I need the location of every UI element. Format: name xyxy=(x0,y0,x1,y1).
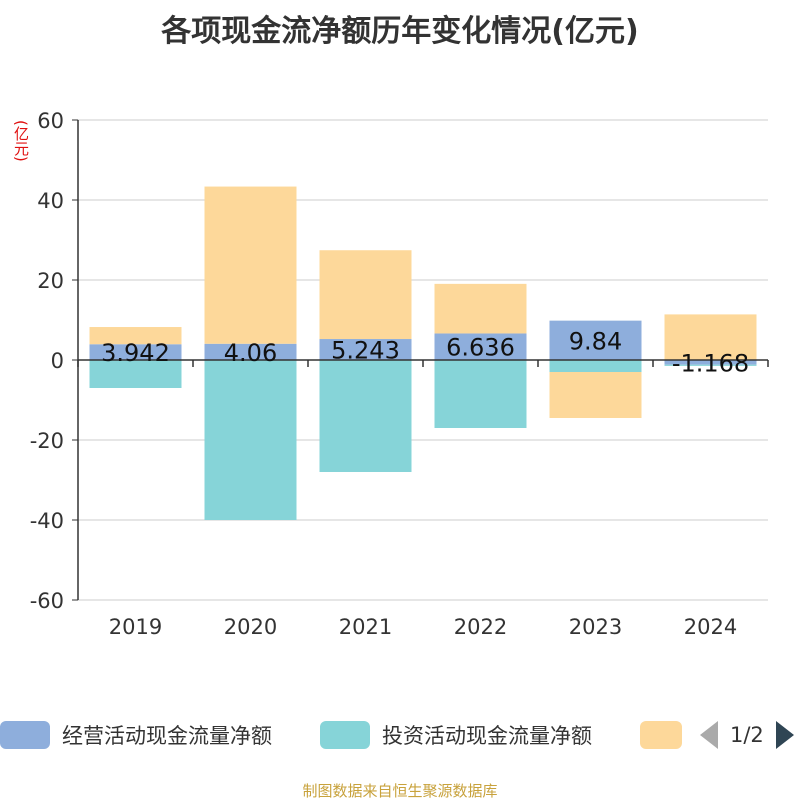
legend-swatch-operating xyxy=(0,721,50,749)
bar-series2-2021 xyxy=(319,250,412,340)
bar-series1-2021 xyxy=(319,360,412,472)
legend-pager: 1/2 xyxy=(700,719,794,751)
legend-item-third[interactable] xyxy=(640,717,682,753)
bar-series1-2020 xyxy=(204,360,297,520)
legend: 经营活动现金流量净额 投资活动现金流量净额 xyxy=(0,717,800,753)
bar-series0-2022 xyxy=(434,333,527,360)
bar-series2-2023 xyxy=(549,372,642,418)
data-label: -1.168 xyxy=(672,349,749,377)
legend-swatch-third xyxy=(640,721,682,749)
y-tick-label: 20 xyxy=(37,269,64,293)
data-label: 3.942 xyxy=(101,339,170,367)
x-tick-label: 2024 xyxy=(684,615,737,639)
bar-series0-2020 xyxy=(204,343,297,360)
x-tick-label: 2020 xyxy=(224,615,277,639)
legend-next-icon[interactable] xyxy=(775,721,794,749)
legend-label-operating: 经营活动现金流量净额 xyxy=(62,724,272,748)
data-label: 9.84 xyxy=(569,327,622,355)
bar-series0-2021 xyxy=(319,339,412,360)
bar-series1-2019 xyxy=(89,360,182,388)
x-tick-label: 2022 xyxy=(454,615,507,639)
bar-series1-2023 xyxy=(549,360,642,372)
bar-series1-2024 xyxy=(664,364,757,366)
x-tick-label: 2021 xyxy=(339,615,392,639)
data-source-note: 制图数据来自恒生聚源数据库 xyxy=(302,782,498,800)
y-tick-label: -60 xyxy=(30,589,64,613)
legend-label-investing: 投资活动现金流量净额 xyxy=(382,724,592,748)
bar-series1-2022 xyxy=(434,360,527,428)
legend-prev-icon[interactable] xyxy=(700,721,718,749)
legend-item-operating[interactable]: 经营活动现金流量净额 xyxy=(0,717,272,753)
y-axis-unit: (亿元) xyxy=(12,120,30,162)
data-label: 4.06 xyxy=(224,339,277,367)
y-tick-label: 40 xyxy=(37,189,64,213)
y-tick-label: -40 xyxy=(30,509,64,533)
x-tick-label: 2023 xyxy=(569,615,622,639)
bar-chart: 60 40 20 0 -20 -40 -60 2019 2020 2021 2022 2023 2024… xyxy=(30,109,769,639)
legend-swatch-investing xyxy=(320,721,370,749)
legend-item-investing[interactable]: 投资活动现金流量净额 xyxy=(320,717,592,753)
x-tick-label: 2019 xyxy=(109,615,162,639)
chart-title: 各项现金流净额历年变化情况(亿元) xyxy=(161,14,639,49)
bar-series0-2019 xyxy=(89,344,182,360)
bar-series0-2024 xyxy=(664,360,757,365)
bar-series0-2023 xyxy=(549,320,642,360)
legend-page-indicator: 1/2 xyxy=(730,723,764,747)
data-label: 5.243 xyxy=(331,337,400,365)
bar-series2-2022 xyxy=(434,283,527,334)
y-tick-label: 0 xyxy=(51,349,64,373)
bar-series2-2020 xyxy=(204,186,297,344)
y-tick-label: 60 xyxy=(37,109,64,133)
bar-series2-2024 xyxy=(664,314,757,360)
data-label: 6.636 xyxy=(446,334,515,362)
bar-series2-2019 xyxy=(89,327,182,345)
y-tick-label: -20 xyxy=(30,429,64,453)
